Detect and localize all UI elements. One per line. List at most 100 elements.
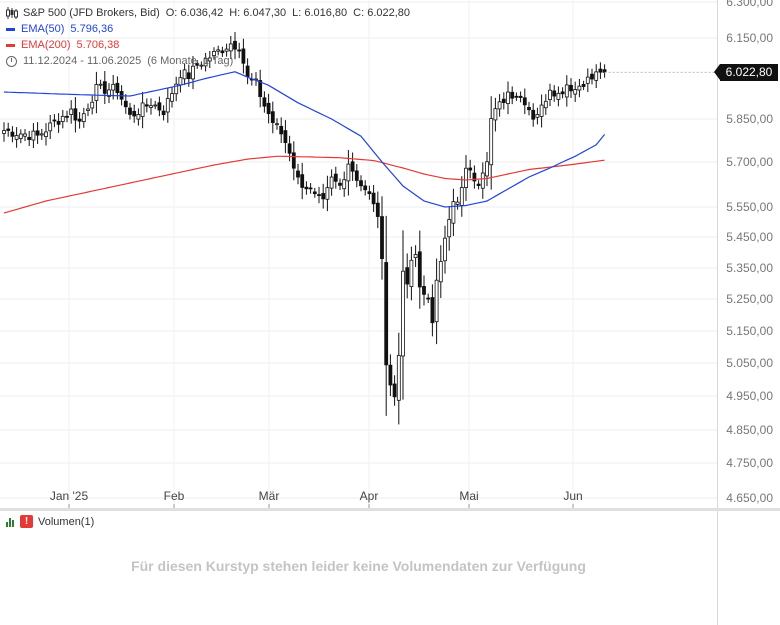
candle-body — [556, 92, 561, 100]
candle-body — [548, 89, 552, 100]
ema200-value: 5.706,38 — [76, 39, 120, 51]
volume-no-data-message: Für diesen Kurstyp stehen leider keine V… — [131, 558, 586, 574]
x-tick-label: Mai — [459, 489, 478, 503]
y-tick-label: 5.150,00 — [726, 324, 773, 338]
date-range-row: 11.12.2024 - 11.06.2025 (6 Monate, 1 Tag… — [6, 53, 416, 69]
candle-body — [321, 193, 326, 200]
candle-body — [115, 82, 120, 94]
candle-body — [594, 71, 599, 81]
ohlc-row: S&P 500 (JFD Brokers, Bid) O: 6.036,42 H… — [6, 5, 416, 21]
last-price-badge: 6.022,80 — [714, 64, 778, 81]
y-tick-label: 5.700,00 — [726, 155, 773, 169]
x-tick-label: Mär — [259, 489, 280, 503]
candle-body — [31, 130, 36, 141]
candle-body — [422, 286, 426, 295]
candle-body — [65, 115, 69, 118]
candle-body — [384, 262, 389, 366]
ema50-label: EMA(50) — [21, 23, 65, 35]
candle-body — [102, 81, 107, 94]
candle-body — [451, 201, 456, 224]
candle-body — [165, 98, 170, 113]
candle-body — [6, 128, 11, 131]
candle-body — [338, 182, 342, 186]
warning-icon[interactable]: ! — [20, 515, 33, 528]
candle-body — [270, 111, 275, 123]
candle-body — [241, 48, 246, 64]
ema50-line — [3, 71, 606, 208]
x-tick-label: Apr — [360, 489, 379, 503]
candle-body — [535, 114, 540, 118]
candle-body — [573, 89, 578, 95]
candle-body — [224, 48, 229, 52]
candle-body — [434, 279, 439, 323]
candle-body — [283, 130, 288, 144]
y-tick-label: 4.650,00 — [726, 491, 773, 505]
candle-body — [18, 133, 23, 139]
y-tick-label: 6.300,00 — [726, 0, 773, 9]
candlestick-icon — [6, 7, 18, 19]
candle-body — [514, 95, 519, 98]
candle-body — [291, 152, 296, 169]
candle-body — [329, 176, 334, 189]
candle-body — [350, 161, 355, 172]
candle-body — [258, 80, 263, 97]
candle-body — [506, 91, 510, 104]
candle-body — [392, 383, 397, 398]
candle-body — [354, 170, 359, 181]
candle-body — [312, 191, 317, 195]
candle-body — [585, 76, 590, 84]
candle-body — [136, 114, 141, 120]
candle-body — [174, 83, 179, 95]
close-value: C: 6.022,80 — [353, 7, 411, 19]
candle-body — [237, 49, 242, 52]
candle-body — [10, 131, 15, 137]
candle-body — [191, 65, 195, 80]
candle-body — [455, 201, 460, 205]
candle-body — [178, 77, 183, 86]
candle-body — [359, 180, 363, 187]
candle-body — [552, 90, 557, 97]
candle-body — [81, 113, 86, 123]
candle-body — [304, 186, 309, 190]
candle-body — [300, 174, 305, 188]
high-value: H: 6.047,30 — [229, 7, 287, 19]
candle-body — [531, 109, 536, 120]
candle-body — [464, 167, 468, 188]
candle-body — [170, 93, 174, 102]
candle-body — [539, 104, 544, 117]
candle-body — [279, 125, 284, 135]
candle-body — [581, 83, 586, 87]
candle-body — [56, 120, 61, 125]
candle-body — [413, 254, 418, 259]
x-tick-label: Jan '25 — [50, 489, 89, 503]
ema200-legend[interactable]: EMA(200) 5.706,38 — [6, 37, 416, 53]
ema50-legend[interactable]: EMA(50) 5.796,36 — [6, 21, 416, 37]
y-tick-label: 5.050,00 — [726, 356, 773, 370]
candle-body — [518, 95, 523, 98]
candle-body — [447, 219, 452, 238]
y-tick-label: 4.850,00 — [726, 423, 773, 437]
candle-body — [14, 135, 19, 140]
candle-body — [560, 91, 565, 95]
candle-body — [98, 83, 103, 86]
candle-body — [409, 259, 414, 288]
candle-body — [501, 98, 506, 103]
ema200-label: EMA(200) — [21, 39, 71, 51]
candle-body — [60, 115, 65, 122]
candle-body — [438, 261, 443, 283]
period-label: (6 Monate, 1 Tag) — [147, 55, 234, 67]
candle-body — [123, 100, 128, 108]
candle-body — [346, 163, 351, 182]
candle-body — [459, 187, 464, 206]
candle-body — [212, 51, 216, 56]
volume-bars-icon — [6, 517, 15, 527]
volume-panel-header[interactable]: ! Volumen(1) — [6, 515, 94, 528]
candle-body — [195, 63, 200, 66]
candle-body — [90, 101, 95, 109]
candle-body — [94, 84, 99, 101]
candle-body — [207, 57, 212, 62]
y-tick-label: 5.350,00 — [726, 261, 773, 275]
candle-body — [44, 131, 48, 137]
